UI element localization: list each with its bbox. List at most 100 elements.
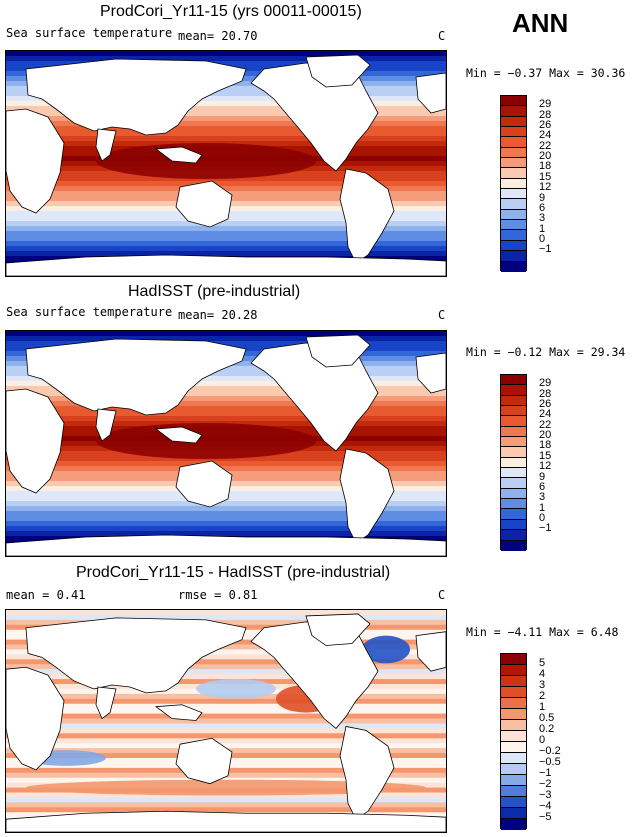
colorbar-swatch [501, 665, 526, 676]
panel-2-unit: C [438, 308, 446, 322]
colorbar-tick-label: 9 [539, 470, 546, 483]
sst-band [6, 511, 446, 517]
sst-band [6, 126, 446, 132]
sst-band [6, 331, 446, 337]
panel-2-max-label: Max = [549, 345, 584, 359]
colorbar-swatch [501, 199, 526, 210]
colorbar-tick-label: −1 [539, 767, 552, 779]
sst-band [6, 241, 446, 247]
panel-1-max-value: 30.36 [590, 66, 626, 80]
colorbar-swatch [501, 127, 526, 138]
sst-band [6, 703, 446, 710]
sst-band [6, 111, 446, 117]
sst-band [6, 466, 446, 472]
landmass [339, 725, 395, 820]
landmass [415, 631, 446, 672]
colorbar-swatch [501, 240, 526, 252]
sst-band [6, 181, 446, 187]
landmass [154, 426, 203, 444]
sst-band [6, 728, 446, 734]
sst-band [6, 416, 446, 422]
panel-1-title: ProdCori_Yr11-15 (yrs 00011-00015) [100, 3, 362, 20]
colorbar-tick-label: 24 [539, 129, 552, 142]
anomaly-patch [196, 679, 276, 699]
colorbar-swatch [501, 385, 526, 396]
sst-band [6, 251, 446, 257]
panel-3-max-value: 6.48 [590, 625, 619, 639]
panel-3-map-svg [6, 610, 446, 832]
landmass [6, 254, 446, 276]
colorbar-tick-label: 3 [539, 212, 546, 225]
colorbar-swatch [501, 168, 526, 179]
sst-band [6, 236, 446, 242]
colorbar-swatch [501, 158, 526, 169]
colorbar-tick-label: 15 [539, 449, 552, 462]
colorbar-swatch [501, 220, 526, 231]
panel-3-min-value: −4.11 [507, 625, 543, 639]
sst-band [6, 461, 446, 467]
colorbar-swatch [501, 251, 526, 262]
landmass [6, 810, 446, 832]
colorbar-tick-label: −0.2 [539, 745, 561, 757]
colorbar-tick-label: 24 [539, 408, 552, 421]
landmass [305, 334, 371, 368]
panel-3-rmse: rmse = 0.81 [178, 588, 258, 602]
panel-1-map-svg [6, 51, 446, 276]
sst-band [6, 51, 446, 57]
colorbar-swatch [501, 116, 526, 128]
colorbar-swatch [501, 147, 526, 159]
panel-1-minmax: Min = −0.37 Max = 30.36 [466, 66, 625, 80]
colorbar-swatch [501, 764, 526, 775]
landmass [6, 666, 65, 771]
colorbar-tick-label: 20 [539, 150, 552, 163]
landmass [154, 704, 203, 721]
sst-band [6, 456, 446, 462]
colorbar-tick-label: 0.5 [539, 712, 555, 724]
sst-band [6, 521, 446, 527]
landmass [95, 128, 117, 162]
colorbar-swatch [501, 230, 526, 241]
colorbar-tick-label: 20 [539, 429, 552, 442]
panel-1-min-label: Min = [466, 66, 501, 80]
sst-band [6, 106, 446, 112]
sst-band [6, 121, 446, 127]
panel-3-max-label: Max = [549, 625, 584, 639]
sst-band [6, 506, 446, 512]
colorbar-swatch [501, 709, 526, 720]
sst-band [6, 674, 446, 680]
colorbar-tick-label: 5 [539, 657, 546, 669]
sst-band [6, 501, 446, 507]
landmass [175, 460, 233, 508]
colorbar-swatch [501, 530, 526, 541]
sst-band [6, 231, 446, 237]
panel-2-minmax: Min = −0.12 Max = 29.34 [466, 345, 625, 359]
panel-3-title: ProdCori_Yr11-15 - HadISST (pre-industri… [76, 564, 391, 581]
colorbar-tick-label: −1 [539, 243, 552, 256]
colorbar-tick-label: 22 [539, 418, 552, 431]
colorbar-tick-label: 3 [539, 679, 546, 691]
colorbar-tick-label: 6 [539, 480, 546, 493]
panel-1-unit: C [438, 29, 446, 43]
sst-band [6, 659, 446, 665]
sst-band [6, 802, 446, 808]
sst-band [6, 526, 446, 532]
sst-band [6, 401, 446, 407]
colorbar-swatch [501, 437, 526, 448]
sst-band [6, 116, 446, 122]
colorbar-swatch [501, 488, 526, 500]
panel-2-min-label: Min = [466, 345, 501, 359]
colorbar-swatch [501, 261, 526, 272]
colorbar-tick-label: 15 [539, 170, 552, 183]
colorbar-tick-label: 4 [539, 668, 546, 680]
colorbar-tick-label: 18 [539, 160, 552, 173]
panel-3-colorbar [500, 653, 527, 830]
sst-band [6, 649, 446, 655]
warm-pool [96, 143, 316, 179]
colorbar-swatch [501, 808, 526, 819]
colorbar-tick-label: 0 [539, 232, 546, 245]
sst-band [6, 614, 446, 621]
sst-band [6, 386, 446, 392]
panel-1-variable-label: Sea surface temperature [6, 26, 173, 40]
colorbar-swatch [501, 416, 526, 427]
colorbar-tick-label: 12 [539, 181, 552, 194]
